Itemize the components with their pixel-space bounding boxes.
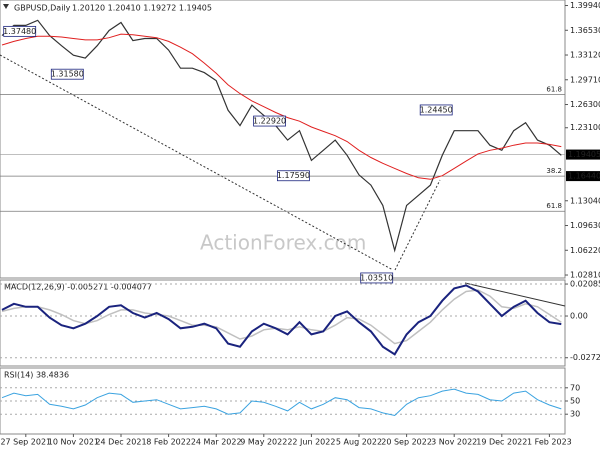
annotation-label: 1.03510 (360, 273, 393, 282)
y-tick-label: 1.02810 (570, 271, 600, 280)
price-panel (0, 0, 566, 279)
annotation-label: 1.37480 (3, 27, 36, 36)
y-tick-label: 1.13040 (570, 196, 600, 205)
y-tick-label: 1.29710 (570, 75, 600, 84)
price-badge (566, 149, 600, 160)
y-tick-label: 70 (570, 383, 580, 392)
x-tick-label: 27 Sep 2021 (0, 438, 51, 447)
x-tick-label: 19 Dec 2022 (476, 438, 527, 447)
y-tick-label: 1.23100 (570, 123, 600, 132)
y-tick-label: 0.020858 (570, 280, 600, 289)
series-line (1, 289, 562, 345)
x-tick-label: 5 Aug 2022 (336, 438, 382, 447)
y-tick-label: 50 (570, 397, 580, 406)
price-badge-label: 1.16440 (568, 172, 600, 181)
level-label: 38.2 (546, 167, 562, 175)
x-tick-label: 10 Nov 2021 (48, 438, 99, 447)
annotation-box (419, 104, 453, 116)
x-tick-label: 22 Jun 2022 (287, 438, 335, 447)
annotation-label: 1.17590 (277, 171, 310, 180)
watermark: ActionForex.com (200, 231, 366, 255)
x-tick-label: 24 Dec 2021 (95, 438, 146, 447)
x-tick-label: 3 Nov 2022 (431, 438, 477, 447)
quote: 1.20120 1.20410 1.19272 1.19405 (72, 4, 212, 13)
annotation-box (3, 25, 37, 37)
annotation-label: 1.22920 (253, 117, 286, 126)
level-label: 61.8 (546, 202, 562, 210)
y-tick-label: 1.33120 (570, 51, 600, 60)
annotation-box (253, 115, 287, 127)
y-tick-label: 1.39940 (570, 1, 600, 10)
y-tick-label: 1.09630 (570, 221, 600, 230)
rsi-title: RSI(14) 38.4836 (4, 371, 69, 380)
y-tick-label: 30 (570, 410, 580, 419)
x-tick-label: 1 Feb 2023 (527, 438, 572, 447)
price-badge-label: 1.19405 (568, 150, 600, 159)
y-tick-label: 1.06220 (570, 246, 600, 255)
series-line (1, 33, 562, 180)
series-line (1, 19, 562, 253)
x-tick-label: 9 May 2022 (240, 438, 287, 447)
x-tick-label: 24 Mar 2022 (191, 438, 242, 447)
menu-arrow (3, 4, 9, 9)
series-line (1, 284, 562, 356)
series-line (1, 388, 562, 417)
macd-title: MACD(12,26,9) -0.005271 -0.004077 (4, 283, 152, 292)
y-tick-label: 0.00 (570, 312, 588, 321)
annotation-label: 1.24450 (420, 105, 453, 114)
trend-line (394, 179, 441, 271)
annotation-box (360, 272, 394, 284)
annotation-box (50, 68, 84, 80)
annotation-label: 1.31580 (51, 70, 84, 79)
macd-trend-line (464, 282, 566, 307)
price-badge (566, 171, 600, 182)
y-tick-label: 1.36530 (570, 26, 600, 35)
level-label: 61.8 (546, 85, 562, 93)
trend-line (0, 54, 394, 271)
y-tick-label: -0.027213 (570, 353, 600, 362)
annotation-box (276, 170, 310, 182)
x-tick-label: 8 Feb 2022 (146, 438, 191, 447)
chart-title: GBPUSD,Daily (14, 4, 71, 13)
macd-panel (0, 279, 566, 367)
y-tick-label: 1.26300 (570, 100, 600, 109)
x-tick-label: 20 Sep 2022 (381, 438, 432, 447)
